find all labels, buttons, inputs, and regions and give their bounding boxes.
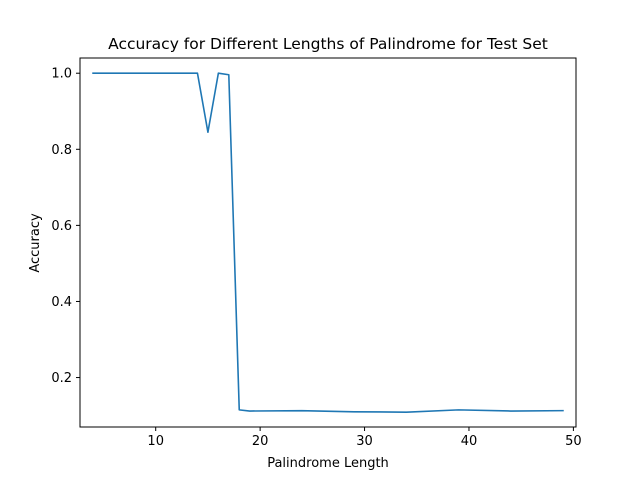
x-axis-label: Palindrome Length	[267, 456, 389, 471]
chart-title: Accuracy for Different Lengths of Palind…	[108, 35, 548, 53]
x-tick-label: 20	[252, 434, 269, 449]
series-line	[92, 72, 564, 413]
x-axis-ticks: 10 20 30 40 50	[147, 427, 582, 449]
y-axis-ticks: 0.2 0.4 0.6 0.8 1.0	[51, 67, 80, 386]
y-tick-label: 1.0	[51, 67, 72, 82]
x-tick-label: 40	[461, 434, 478, 449]
y-tick-label: 0.4	[51, 295, 72, 310]
y-axis-label: Accuracy	[28, 213, 43, 273]
y-tick-label: 0.6	[51, 219, 72, 234]
axes-frame	[79, 57, 577, 428]
y-tick-label: 0.8	[51, 143, 72, 158]
x-tick-label: 10	[147, 434, 164, 449]
x-tick-label: 30	[356, 434, 373, 449]
x-tick-label: 50	[565, 434, 582, 449]
series-layer	[92, 72, 564, 413]
y-tick-label: 0.2	[51, 371, 72, 386]
plot-area	[79, 57, 577, 428]
